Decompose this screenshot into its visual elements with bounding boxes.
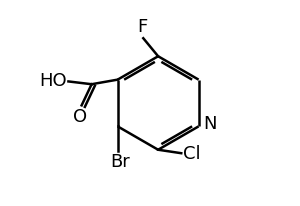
Text: N: N: [204, 115, 217, 133]
Text: F: F: [137, 18, 147, 36]
Text: O: O: [73, 108, 87, 126]
Text: Cl: Cl: [183, 145, 201, 163]
Text: Br: Br: [110, 153, 130, 171]
Text: HO: HO: [39, 72, 67, 90]
